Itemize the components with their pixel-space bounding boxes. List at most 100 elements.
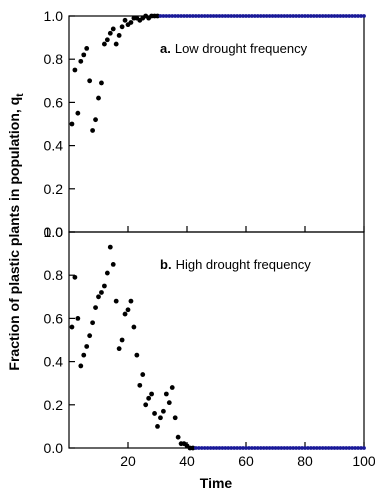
data-point-plateau <box>332 446 337 450</box>
data-point-plateau <box>232 14 237 18</box>
data-point <box>119 337 125 343</box>
data-point-plateau <box>261 446 266 450</box>
data-point <box>155 424 160 429</box>
data-point <box>134 352 140 358</box>
data-point <box>87 78 93 84</box>
x-tick-label: 20 <box>120 453 136 469</box>
data-point <box>158 415 163 421</box>
y-tick-label: 0.2 <box>44 397 64 413</box>
data-point-plateau <box>217 446 222 450</box>
data-point-plateau <box>309 14 313 18</box>
data-point-plateau <box>311 446 316 450</box>
data-point-plateau <box>205 446 210 450</box>
data-point <box>190 445 196 451</box>
x-tick-label: 80 <box>297 453 313 469</box>
data-point-plateau <box>252 14 257 18</box>
data-point-plateau <box>347 446 352 450</box>
data-point-plateau <box>270 14 275 18</box>
data-point <box>104 270 110 276</box>
data-point-plateau <box>185 14 189 18</box>
data-point-plateau <box>329 14 334 18</box>
data-point-plateau <box>176 14 181 18</box>
y-axis-title: Fraction of plastic plants in population… <box>6 93 26 371</box>
data-point-plateau <box>362 14 366 18</box>
data-point-plateau <box>291 14 296 18</box>
data-point <box>93 117 98 123</box>
x-tick-label: 100 <box>352 453 375 469</box>
data-point-plateau <box>279 446 284 450</box>
data-point-plateau <box>335 446 340 450</box>
data-point-plateau <box>323 14 328 18</box>
data-point-plateau <box>314 446 319 450</box>
data-point-plateau <box>276 14 281 18</box>
data-point <box>140 372 146 377</box>
data-point-plateau <box>300 14 304 18</box>
data-point-plateau <box>282 446 287 450</box>
y-tick-label: 0.0 <box>44 224 64 240</box>
data-point-plateau <box>244 14 248 18</box>
data-point-plateau <box>252 446 257 450</box>
data-point-plateau <box>182 14 186 18</box>
data-point-plateau <box>244 446 248 450</box>
data-point-plateau <box>238 14 243 18</box>
y-axis-title-main: Fraction of plastic plants in population… <box>6 97 22 371</box>
panel-a-y-axis: 0.0 0.2 0.4 0.6 0.8 1.0 <box>44 8 75 240</box>
data-point <box>137 382 143 388</box>
data-point-plateau <box>273 14 278 18</box>
data-point-plateau <box>191 14 195 18</box>
data-point-plateau <box>158 14 163 18</box>
x-axis-title: Time <box>200 475 233 491</box>
data-point-plateau <box>238 446 243 450</box>
panel-b-high-drought: b. High drought frequency 0.0 0.2 0.4 0.6 0.8… <box>44 224 375 469</box>
panel-a-low-drought: a. Low drought frequency 0.0 0.2 0.4 0.6 0.8 1… <box>44 8 366 240</box>
data-point-plateau <box>264 14 269 18</box>
data-point-plateau <box>179 14 184 18</box>
data-point <box>163 391 169 397</box>
data-point-plateau <box>344 446 349 450</box>
data-point-plateau <box>226 446 231 450</box>
data-point-plateau <box>170 14 175 18</box>
data-point-plateau <box>223 446 228 450</box>
data-point <box>143 402 149 408</box>
data-point <box>96 95 101 101</box>
y-tick-label: 0.6 <box>44 310 64 326</box>
data-point-plateau <box>217 14 222 18</box>
data-point-plateau <box>196 446 201 450</box>
data-point-plateau <box>199 14 204 18</box>
panel-b-y-axis: 0.0 0.2 0.4 0.6 0.8 1.0 <box>44 224 75 456</box>
data-point <box>81 352 87 358</box>
data-point-plateau <box>332 14 337 18</box>
data-point-plateau <box>247 446 251 450</box>
data-point-plateau <box>199 446 204 450</box>
panel-a-label-text: Low drought frequency <box>175 41 308 56</box>
data-point-plateau <box>338 446 343 450</box>
data-point <box>113 298 119 304</box>
data-point <box>128 20 134 25</box>
data-point-plateau <box>314 14 319 18</box>
data-point-plateau <box>161 14 166 18</box>
data-point-plateau <box>270 446 275 450</box>
data-point-plateau <box>173 14 178 18</box>
data-point-plateau <box>193 14 198 18</box>
data-point-plateau <box>220 14 225 18</box>
data-point <box>93 305 98 310</box>
data-point <box>78 58 84 64</box>
y-tick-label: 0.4 <box>44 138 64 154</box>
data-point-plateau <box>255 446 260 450</box>
data-point-plateau <box>303 14 307 18</box>
data-point-plateau <box>288 14 293 18</box>
data-point-plateau <box>279 14 284 18</box>
data-point-plateau <box>294 446 299 450</box>
data-point-plateau <box>356 14 360 18</box>
y-tick-label: 0.8 <box>44 267 64 283</box>
data-point-plateau <box>329 446 334 450</box>
panel-a-label: a. Low drought frequency <box>160 41 308 56</box>
data-point-plateau <box>282 14 287 18</box>
data-point-plateau <box>338 14 343 18</box>
x-tick-label: 40 <box>179 453 195 469</box>
data-point-plateau <box>214 446 219 450</box>
data-point-plateau <box>359 446 363 450</box>
data-point-plateau <box>320 446 325 450</box>
data-point-plateau <box>306 446 310 450</box>
